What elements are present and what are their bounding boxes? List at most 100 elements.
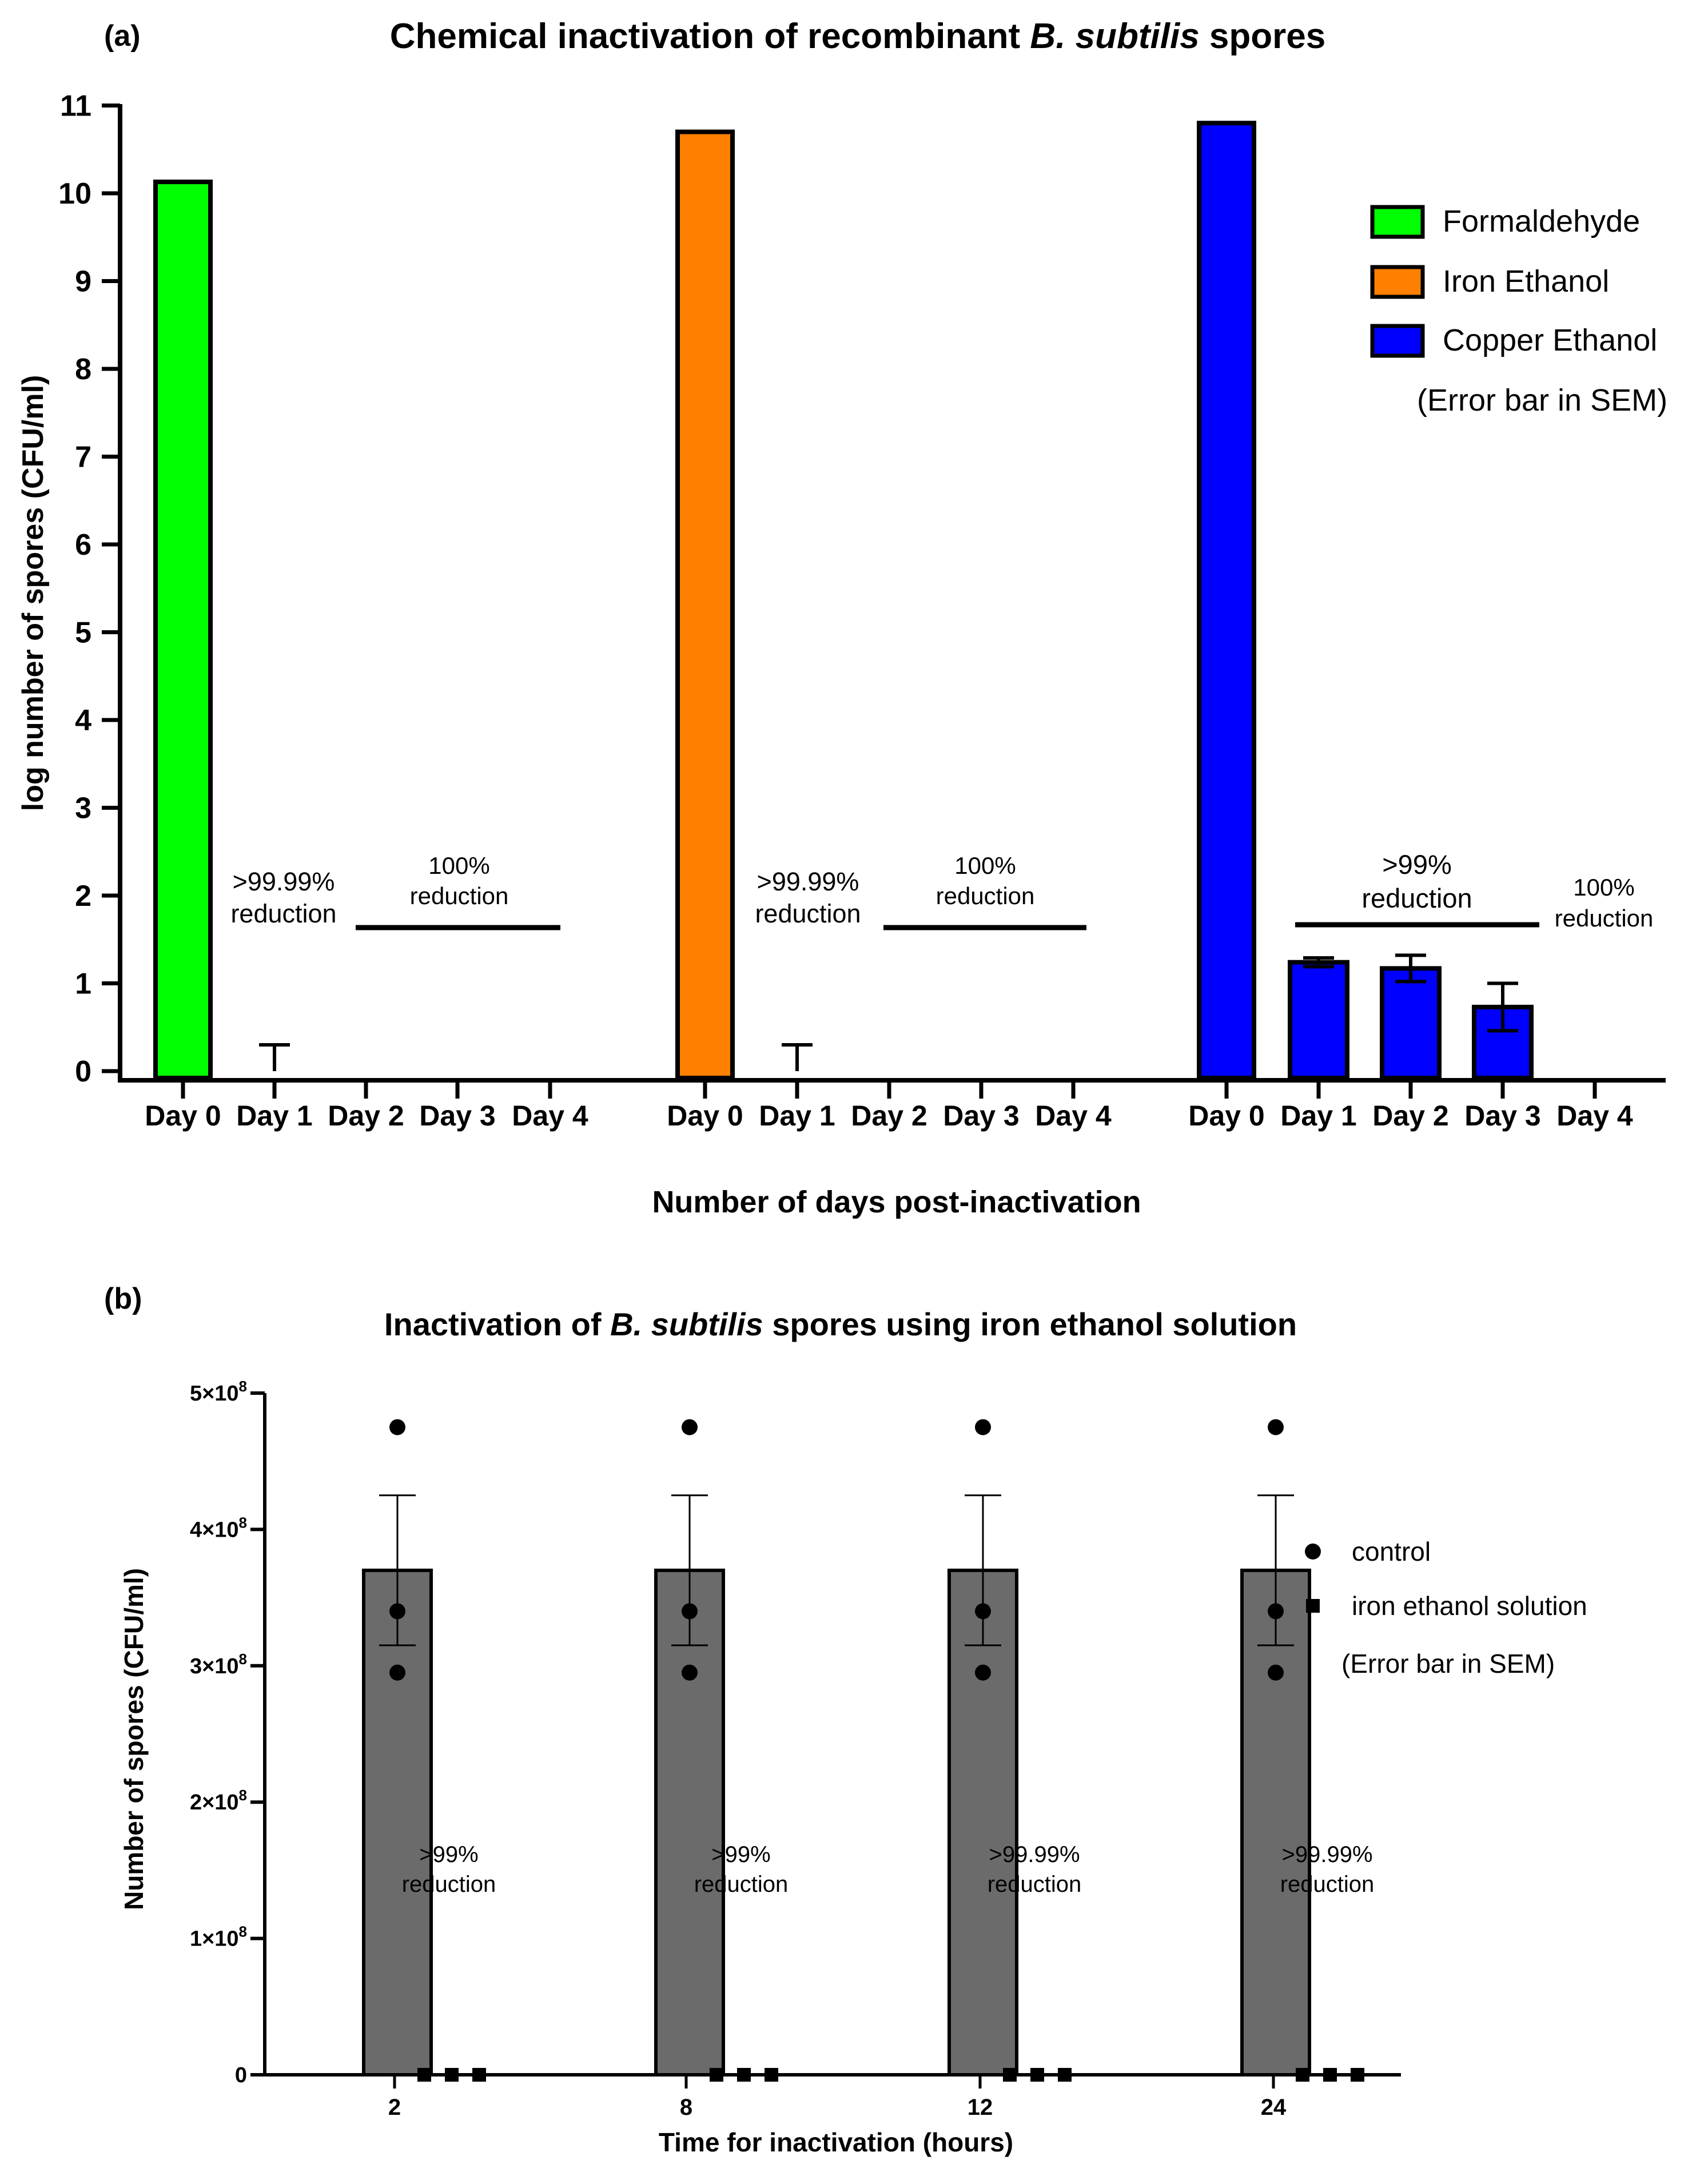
panel-a-bars — [153, 121, 1534, 1081]
legend-swatch-formaldehyde — [1370, 205, 1425, 239]
legend-marker-control — [1305, 1544, 1321, 1560]
panel-a-y-tick-label: 11 — [60, 90, 91, 123]
point-control — [1268, 1419, 1284, 1435]
panel-a-x-tick-label: Day 3 — [1464, 1100, 1540, 1132]
panel-a-y-tick-label: 0 — [75, 1055, 91, 1088]
point-control — [389, 1419, 405, 1435]
panel-a-annotation-text: reduction — [1361, 883, 1472, 913]
panel-a-x-label: Number of days post-inactivation — [652, 1185, 1141, 1219]
panel-a-x-tick-label: Day 1 — [1280, 1100, 1356, 1132]
panel-b-y-tick-label: 1×108 — [190, 1923, 247, 1951]
panel-a-x-tick-label: Day 1 — [236, 1100, 312, 1132]
panel-b-label: (b) — [104, 1282, 142, 1315]
panel-a-x-tick-label: Day 4 — [1556, 1100, 1633, 1132]
panel-b-y-axis-ticks: 0 1×108 2×108 3×108 4×108 5×108 — [190, 1378, 265, 2087]
panel-b-annotation-text: >99% — [419, 1842, 478, 1867]
point-control — [975, 1664, 991, 1681]
panel-b: (b) Inactivation of B. subtilis spores u… — [104, 1282, 1587, 2157]
panel-a-annotation-text: reduction — [410, 882, 509, 909]
legend-label-iron-ethanol-solution: iron ethanol solution — [1352, 1591, 1587, 1621]
legend-marker-iron-ethanol-solution — [1306, 1599, 1320, 1613]
panel-b-annotation-text: reduction — [1280, 1872, 1375, 1897]
panel-b-x-tick-label: 12 — [968, 2095, 993, 2120]
panel-a-annotation-text: reduction — [1555, 905, 1654, 932]
panel-a-annotation-text: >99.99% — [757, 867, 859, 896]
bar-copper-ethanol-day-1 — [1288, 960, 1349, 1081]
panel-a-error-bars — [259, 953, 1518, 1071]
panel-b-y-label: Number of spores (CFU/ml) — [119, 1568, 149, 1910]
panel-b-bars — [362, 1568, 1311, 2077]
panel-a-title: Chemical inactivation of recombinant B. … — [390, 17, 1325, 56]
point-control — [682, 1419, 698, 1435]
panel-a-x-tick-label: Day 3 — [943, 1100, 1019, 1132]
panel-b-annotation-text: >99% — [711, 1842, 770, 1867]
panel-a-x-tick-label: Day 3 — [419, 1100, 495, 1132]
panel-b-error-bars — [379, 1494, 1294, 1646]
panel-b-x-tick-label: 2 — [388, 2095, 401, 2120]
panel-a-y-tick-label: 3 — [75, 792, 91, 825]
panel-b-x-label: Time for inactivation (hours) — [659, 2127, 1013, 2157]
panel-a-x-tick-label: Day 1 — [759, 1100, 835, 1132]
panel-b-x-tick-label: 8 — [680, 2095, 692, 2120]
panel-b-data-points — [389, 1419, 1364, 2082]
panel-b-y-tick-label: 4×108 — [190, 1514, 247, 1542]
point-control — [1268, 1664, 1284, 1681]
panel-a-annotations: >99.99% reduction 100% reduction >99.99% redu… — [230, 849, 1653, 932]
panel-a-y-tick-label: 8 — [75, 353, 91, 386]
bar-control-8h — [654, 1568, 725, 2077]
bar-copper-ethanol-day-0 — [1197, 121, 1256, 1081]
panel-a-annotation-text: 100% — [428, 852, 489, 879]
panel-a-x-axis-ticks: Day 0 Day 1 Day 2 Day 3 Day 4 Day 0 Day 1 Day 2… — [145, 1080, 1633, 1132]
bar-iron-ethanol-day-0 — [675, 129, 735, 1080]
panel-a-label: (a) — [104, 19, 141, 53]
panel-a-annotation-text: 100% — [954, 852, 1016, 879]
panel-a-annotation-text: >99% — [1382, 849, 1452, 880]
panel-a-y-tick-label: 4 — [75, 704, 91, 737]
panel-b-annotation-text: >99.99% — [989, 1842, 1080, 1867]
point-control — [1268, 1603, 1284, 1620]
point-control — [975, 1603, 991, 1620]
panel-a-y-tick-label: 2 — [75, 880, 91, 913]
panel-a-x-tick-label: Day 2 — [851, 1100, 927, 1132]
panel-b-y-tick-label: 2×108 — [190, 1787, 247, 1815]
panel-a-x-tick-label: Day 4 — [512, 1100, 588, 1132]
bar-formaldehyde-day-0 — [153, 180, 213, 1080]
panel-b-y-tick-label: 3×108 — [190, 1650, 247, 1678]
panel-a-x-tick-label: Day 4 — [1035, 1100, 1112, 1132]
panel-b-annotations: >99% reduction >99% reduction >99.99% reducti… — [402, 1842, 1375, 1897]
panel-a-x-tick-label: Day 2 — [328, 1100, 404, 1132]
panel-a-x-tick-label: Day 0 — [667, 1100, 743, 1132]
point-control — [389, 1603, 405, 1620]
panel-b-y-tick-label: 0 — [235, 2063, 247, 2087]
panel-a-y-tick-label: 6 — [75, 528, 91, 562]
panel-b-x-tick-label: 24 — [1261, 2095, 1287, 2120]
point-control — [682, 1664, 698, 1681]
panel-a-annotation-text: >99.99% — [233, 867, 335, 896]
point-control — [682, 1603, 698, 1620]
panel-a-y-label: log number of spores (CFU/ml) — [17, 375, 50, 812]
legend-label-control: control — [1352, 1537, 1431, 1566]
panel-b-annotation-text: >99.99% — [1281, 1842, 1372, 1867]
panel-a-annotation-text: reduction — [936, 882, 1035, 909]
panel-a-annotation-text: reduction — [230, 899, 336, 928]
panel-a-x-tick-label: Day 0 — [1188, 1100, 1264, 1132]
point-control — [389, 1664, 405, 1681]
panel-a-legend: Formaldehyde Iron Ethanol Copper Ethanol… — [1370, 204, 1667, 417]
panel-a: (a) Chemical inactivation of recombinant… — [17, 17, 1667, 1219]
bar-copper-ethanol-day-2 — [1380, 966, 1442, 1081]
legend-swatch-iron-ethanol — [1370, 265, 1425, 299]
panel-a-y-tick-label: 7 — [75, 441, 91, 474]
panel-b-annotation-text: reduction — [402, 1872, 496, 1897]
panel-a-y-tick-label: 10 — [58, 177, 91, 210]
panel-a-annotation-text: 100% — [1573, 874, 1634, 901]
legend-note-error-bar: (Error bar in SEM) — [1417, 383, 1667, 417]
panel-a-x-tick-label: Day 2 — [1372, 1100, 1448, 1132]
panel-b-legend: control iron ethanol solution (Error bar… — [1305, 1537, 1587, 1678]
panel-a-y-tick-label: 1 — [75, 968, 91, 1001]
panel-a-y-tick-label: 5 — [75, 616, 91, 650]
panel-b-y-tick-label: 5×108 — [190, 1378, 247, 1406]
panel-a-annotation-text: reduction — [755, 899, 861, 928]
panel-b-annotation-text: reduction — [694, 1872, 789, 1897]
panel-b-title: Inactivation of B. subtilis spores using… — [384, 1306, 1297, 1342]
